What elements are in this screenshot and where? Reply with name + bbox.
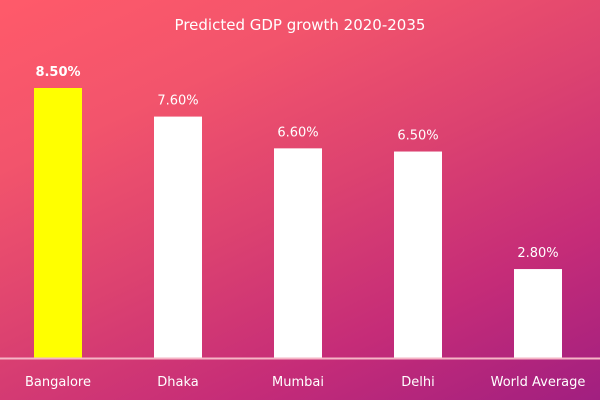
value-label: 2.80% xyxy=(517,246,558,261)
category-label: Dhaka xyxy=(157,375,198,390)
value-label: 6.50% xyxy=(397,129,438,144)
value-label: 7.60% xyxy=(157,94,198,109)
bar-world-average xyxy=(514,269,562,358)
chart-title: Predicted GDP growth 2020-2035 xyxy=(175,16,426,34)
value-label: 6.60% xyxy=(277,125,318,140)
bar-dhaka xyxy=(154,116,202,359)
category-label: Delhi xyxy=(401,375,434,390)
bar-bangalore xyxy=(34,88,82,358)
bar-mumbai xyxy=(274,148,322,358)
category-label: Bangalore xyxy=(25,375,91,390)
value-label: 8.50% xyxy=(35,65,80,80)
category-label: Mumbai xyxy=(272,375,324,390)
labels-layer: 8.50% Bangalore 7.60% Dhaka 6.60% Mumbai 6.50%… xyxy=(25,65,585,390)
category-label: World Average xyxy=(491,375,586,390)
bar-delhi xyxy=(394,151,442,358)
bars-layer xyxy=(34,88,562,359)
